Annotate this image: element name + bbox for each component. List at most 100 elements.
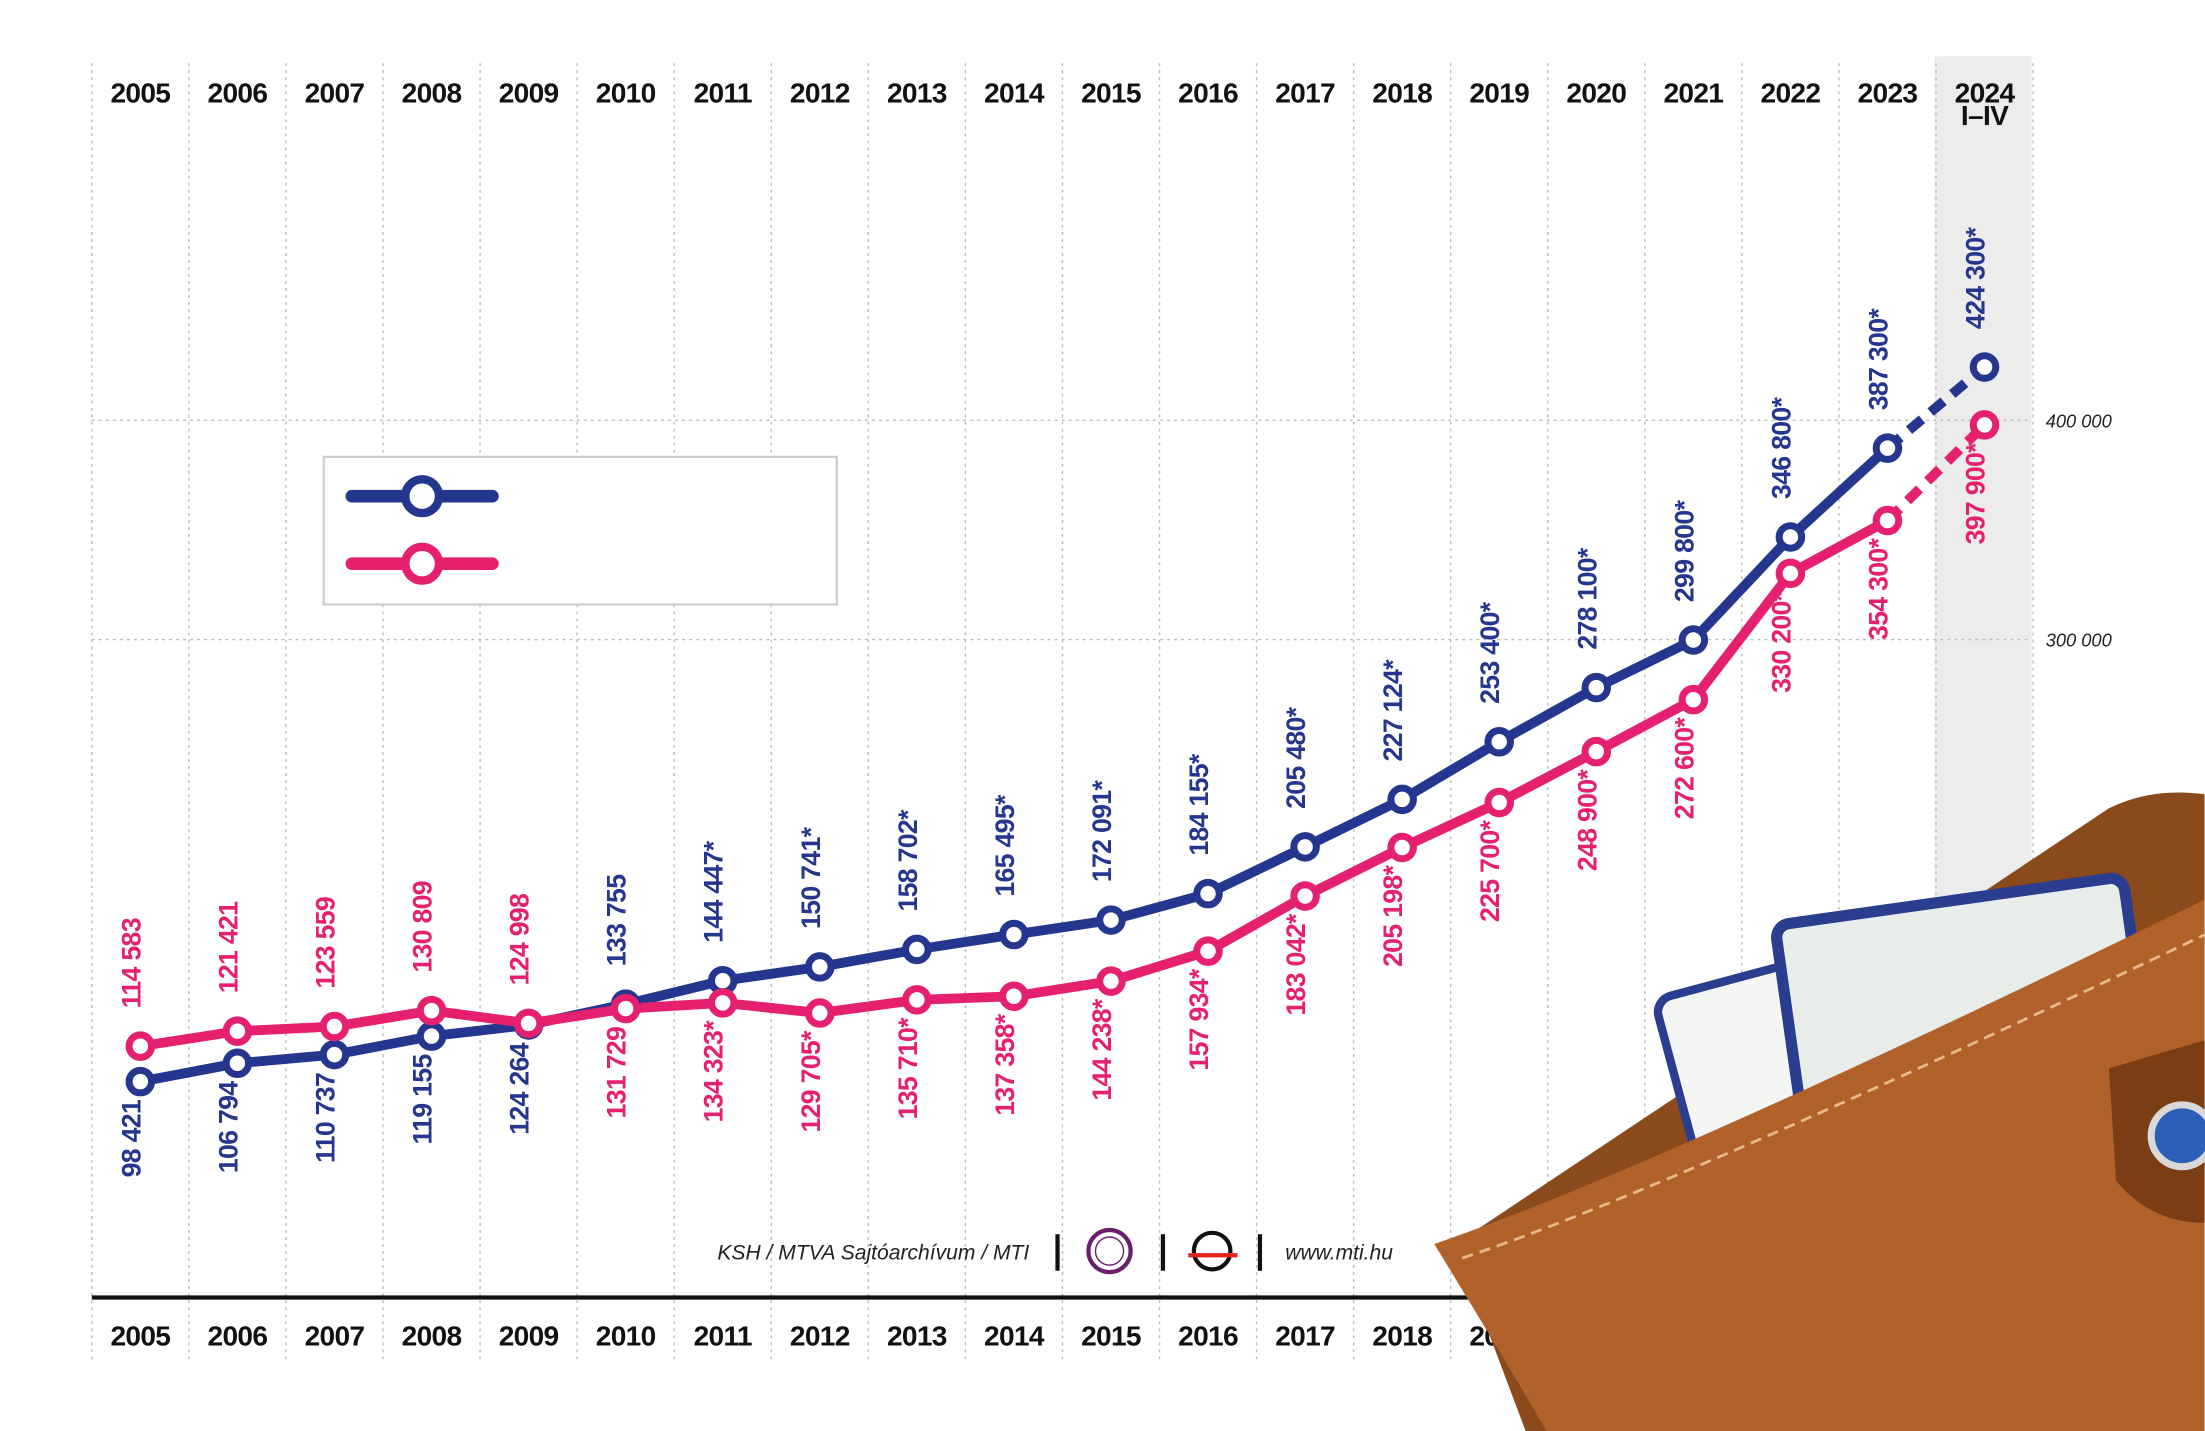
x-tick-label: 2010	[596, 78, 656, 109]
value-label: 106 794	[213, 1081, 243, 1173]
point	[1484, 787, 1514, 818]
point	[319, 1039, 350, 1070]
point	[1581, 736, 1612, 767]
grid: 300 000 400 000	[91, 63, 2112, 1364]
website: www.mti.hu	[1285, 1242, 1393, 1265]
wallet-button	[2147, 1101, 2205, 1171]
wallet-front	[1434, 899, 2205, 1431]
point	[1484, 727, 1514, 757]
legend-marker	[401, 542, 444, 585]
point	[707, 988, 738, 1018]
x-tick-label: 2017	[1275, 78, 1335, 109]
point	[125, 1031, 156, 1061]
projection-line	[1884, 363, 1988, 452]
x-tick-label: 2015	[1081, 78, 1141, 109]
point	[1193, 878, 1223, 909]
value-label: 205 198*	[1378, 864, 1408, 967]
value-label: 248 900*	[1572, 769, 1602, 872]
x-tick-label-bottom: 2014	[984, 1320, 1045, 1351]
point	[1387, 832, 1417, 863]
value-label: 134 323*	[699, 1020, 729, 1123]
value-label: 129 705*	[796, 1030, 826, 1133]
value-label: 124 264	[505, 1042, 535, 1134]
value-label: 98 421	[116, 1099, 146, 1177]
highlight-column	[1934, 56, 2032, 900]
x-tick-label: 2011	[694, 78, 752, 109]
wallet-stitch	[1461, 933, 2205, 1260]
point	[1969, 352, 2000, 382]
x-tick-label-bottom: 2015	[1081, 1320, 1141, 1351]
point	[1096, 966, 1126, 996]
point	[999, 919, 1029, 950]
source: KSH / MTVA Sajtóarchívum / MTI	[717, 1242, 1029, 1265]
value-label: 397 900*	[1961, 442, 1991, 545]
x-tick-label: 2007	[305, 78, 365, 109]
x-tick-label: 2008	[402, 78, 462, 109]
value-label: 130 809	[408, 881, 438, 973]
point	[1290, 832, 1320, 862]
mtva-logo	[1086, 1227, 1133, 1275]
mti-logo	[1191, 1230, 1233, 1272]
value-label: 114 583	[116, 918, 146, 1008]
point	[1775, 558, 1806, 589]
point	[1678, 684, 1709, 715]
point	[1387, 784, 1417, 815]
point	[319, 1011, 350, 1042]
value-label: 205 480*	[1281, 706, 1311, 809]
value-label: 135 710*	[893, 1017, 923, 1120]
y-tick-label: 300 000	[2046, 630, 2112, 651]
value-label: 225 700*	[1475, 819, 1505, 922]
x-tick-label-bottom: 2007	[305, 1320, 365, 1351]
x-tick-label-bottom: 2011	[694, 1320, 752, 1351]
point	[805, 952, 835, 982]
x-tick-label: 2016	[1178, 78, 1238, 109]
value-label: 157 934*	[1184, 968, 1214, 1071]
value-label: 183 042*	[1281, 913, 1311, 1016]
point	[1872, 433, 1903, 463]
point	[125, 1066, 156, 1097]
value-label: 227 124*	[1378, 659, 1408, 762]
point	[222, 1016, 253, 1046]
x-tick-label: 2005	[110, 78, 170, 109]
point	[1581, 672, 1612, 703]
x-tick-label: 2023	[1858, 78, 1918, 109]
value-label: 137 358*	[990, 1013, 1020, 1116]
legend-symbols	[345, 475, 499, 585]
value-label: 123 559	[310, 897, 340, 989]
point	[902, 985, 932, 1015]
x-tick-label-bottom: 2009	[499, 1320, 559, 1351]
value-label: 184 155*	[1184, 753, 1214, 856]
value-label: 144 238*	[1087, 998, 1117, 1101]
value-label: 121 421	[213, 901, 243, 993]
x-tick-label: 2009	[499, 78, 559, 109]
x-tick-label: 2024 I–IV	[1955, 78, 2016, 131]
point	[610, 993, 641, 1024]
value-label: 354 300*	[1863, 537, 1893, 640]
x-tick-label-bottom: 2013	[887, 1320, 947, 1351]
footer: KSH / MTVA Sajtóarchívum / MTI www.mti.h…	[717, 1227, 1393, 1275]
x-tick-label: 2019	[1469, 78, 1529, 109]
point	[416, 995, 447, 1026]
x-tick-label-bottom: 2016	[1178, 1320, 1238, 1351]
value-label: 124 998	[505, 893, 535, 985]
x-tick-label: 2021	[1663, 78, 1723, 109]
x-tick-label: 2006	[208, 78, 268, 109]
x-tick-label-bottom: 2012	[790, 1320, 850, 1351]
value-label: 133 755	[602, 874, 632, 966]
value-label: 299 800*	[1669, 500, 1699, 603]
point	[513, 1008, 544, 1039]
mtva-logo-ring	[1094, 1236, 1125, 1266]
value-label: 110 737	[310, 1073, 340, 1163]
point	[1775, 522, 1806, 552]
x-tick-label-bottom: 2017	[1275, 1320, 1335, 1351]
point	[902, 934, 932, 965]
x-tick-label-bottom: 2006	[208, 1320, 268, 1351]
value-label: 272 600*	[1669, 717, 1699, 820]
x-tick-label: 2013	[887, 78, 947, 109]
value-label: 330 200*	[1766, 590, 1796, 693]
x-tick-label: 2020	[1566, 78, 1626, 109]
point	[1872, 505, 1903, 536]
point	[999, 981, 1029, 1012]
